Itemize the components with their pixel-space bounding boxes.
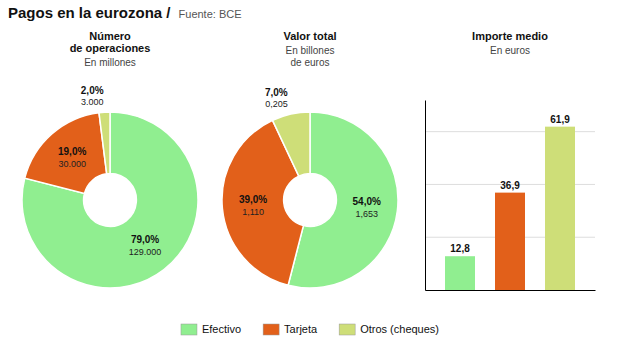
amount-label: 3.000	[81, 97, 104, 107]
data-label: 7,0%	[265, 87, 288, 98]
chart-bar: Importe medio En euros 12,8 36,9 61,9	[425, 30, 596, 291]
legend-swatch	[339, 324, 355, 335]
pie-slice	[25, 113, 107, 194]
data-label: 54,0%	[353, 196, 381, 207]
pie-slice	[22, 112, 198, 288]
amount-label: 30.000	[58, 159, 86, 169]
chart-title: Importe medio	[472, 30, 548, 42]
chart-title-line: Número	[89, 30, 131, 42]
chart-subtitle-line: En billones	[286, 45, 335, 56]
chart-title-line: de operaciones	[70, 42, 151, 54]
amount-label: 1,653	[355, 209, 378, 219]
chart-subtitle: En euros	[490, 45, 530, 56]
x-axis-line	[426, 290, 596, 291]
chart-pie: Númerode operaciones En millones 79,0% 129.…	[22, 30, 198, 288]
data-label: 12,8	[450, 243, 470, 254]
chart-title-line: Importe medio	[472, 30, 548, 42]
chart-root: Pagos en la eurozona /Fuente: BCENúmerod…	[0, 0, 620, 349]
chart-title: Númerode operaciones	[70, 30, 151, 54]
data-label: 79,0%	[131, 234, 159, 245]
legend-item: Otros (cheques)	[339, 323, 439, 335]
legend-item: Efectivo	[181, 323, 241, 335]
bars	[445, 127, 575, 290]
chart-subtitle: En billonesde euros	[286, 45, 335, 68]
legend: Efectivo Tarjeta Otros (cheques)	[181, 323, 439, 335]
x-axis	[426, 290, 596, 291]
legend-item: Tarjeta	[263, 323, 318, 335]
chart-title-line: Valor total	[283, 30, 336, 42]
chart-subtitle-line: En millones	[84, 57, 136, 68]
amount-label: 1,110	[242, 207, 264, 217]
pie-slice	[99, 112, 110, 174]
legend-label: Otros (cheques)	[360, 323, 439, 335]
chart-subtitle-line: de euros	[291, 57, 330, 68]
chart-subtitle-line: En euros	[490, 45, 530, 56]
bar	[495, 193, 525, 290]
bar	[445, 256, 475, 290]
data-labels: 12,8 36,9 61,9	[450, 114, 570, 255]
data-label: 39,0%	[239, 194, 267, 205]
legend-swatch	[181, 324, 197, 335]
data-label: 19,0%	[58, 146, 86, 157]
subtitle: Fuente: BCE	[179, 8, 242, 20]
amount-label: 0,205	[265, 99, 288, 109]
title: Pagos en la eurozona /	[8, 4, 171, 21]
chart-title: Valor total	[283, 30, 336, 42]
chart-subtitle: En millones	[84, 57, 136, 68]
legend-label: Tarjeta	[284, 323, 318, 335]
data-label: 2,0%	[81, 85, 104, 96]
y-axis	[425, 101, 426, 291]
amount-label: 129.000	[129, 247, 162, 257]
pie: 79,0% 129.000 19,0% 30.000 2,0%3.000	[22, 85, 198, 288]
legend-swatch	[263, 324, 279, 335]
data-label: 36,9	[500, 180, 520, 191]
data-label: 61,9	[550, 114, 570, 125]
chart-pie: Valor total En billonesde euros 54,0% 1,653…	[222, 30, 398, 288]
y-axis-line	[425, 101, 426, 291]
legend-label: Efectivo	[202, 323, 241, 335]
pie: 54,0% 1,653 39,0% 1,110 7,0%0,205	[222, 87, 398, 288]
pie-slice	[273, 112, 310, 176]
bar	[545, 127, 575, 290]
